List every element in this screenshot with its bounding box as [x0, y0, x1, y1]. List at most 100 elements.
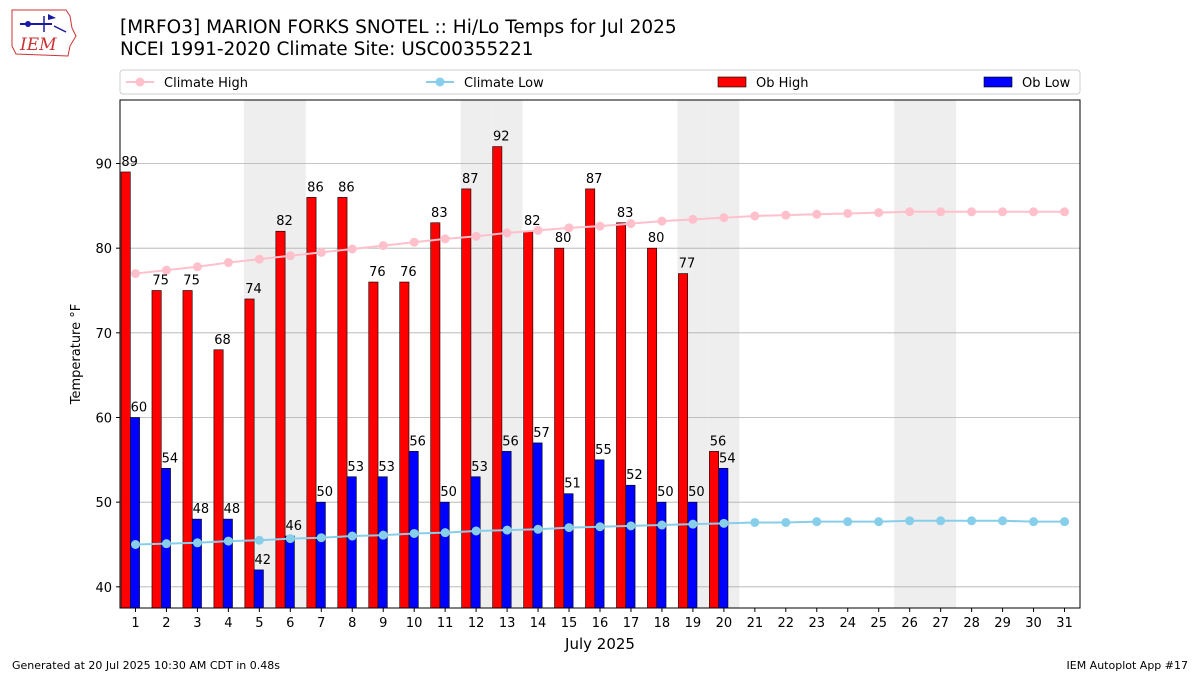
ob-low-label-day-1: 60	[131, 401, 148, 416]
chart-subtitle: NCEI 1991-2020 Climate Site: USC00355221	[120, 39, 534, 60]
climate-high-point-day-2	[161, 265, 171, 275]
ob-low-bar-day-7	[315, 501, 326, 609]
legend-ob-low-swatch	[983, 76, 1013, 88]
ob-high-label-day-11: 83	[431, 206, 448, 221]
legend-climate-high-marker	[135, 77, 145, 87]
x-tick-label-10: 10	[406, 616, 423, 631]
climate-high-point-day-31	[1060, 207, 1070, 217]
ob-low-bar-day-11	[439, 501, 450, 609]
climate-high-point-day-15	[564, 223, 574, 233]
x-tick-label-30: 30	[1025, 616, 1042, 631]
climate-high-point-day-25	[874, 208, 884, 218]
legend-climate-high-label: Climate High	[164, 76, 248, 91]
legend-climate-low-label: Climate Low	[464, 76, 544, 91]
ob-low-label-day-2: 54	[162, 451, 179, 466]
ob-low-bar-day-4	[222, 518, 233, 609]
ob-low-bar-day-20	[718, 467, 729, 609]
ob-high-label-day-5: 74	[245, 282, 262, 297]
climate-high-point-day-28	[967, 207, 977, 217]
x-tick-label-3: 3	[193, 616, 201, 631]
ob-high-label-day-13: 92	[493, 130, 510, 145]
ob-low-bar-day-6	[284, 535, 295, 609]
legend-climate-low-marker	[435, 77, 445, 87]
climate-low-point-day-16	[595, 522, 605, 532]
legend-box	[119, 69, 1081, 95]
x-tick-label-16: 16	[592, 616, 609, 631]
climate-high-point-day-8	[347, 244, 357, 254]
ob-low-label-day-5: 42	[255, 553, 272, 568]
x-tick-label-6: 6	[286, 616, 294, 631]
ob-high-label-day-2: 75	[152, 274, 169, 289]
y-tick-label-60: 60	[95, 412, 112, 427]
climate-low-point-day-29	[998, 516, 1008, 526]
ob-high-bar-day-18	[647, 247, 658, 609]
ob-high-label-day-8: 86	[338, 180, 355, 195]
bar-value-labels: 89 75 75 68 74 82 86 86 76 76 83 87 92 82 80 87 83 80 77 56…	[121, 130, 735, 568]
climate-low-point-day-21	[750, 517, 760, 527]
climate-high-point-day-12	[471, 231, 481, 241]
x-tick-label-8: 8	[348, 616, 356, 631]
x-tick-label-1: 1	[131, 616, 139, 631]
ob-high-bar-day-3	[182, 290, 193, 609]
ob-high-label-day-19: 77	[679, 257, 696, 272]
ob-low-label-day-20: 54	[719, 451, 736, 466]
ob-low-label-day-11: 50	[440, 485, 457, 500]
generated-timestamp: Generated at 20 Jul 2025 10:30 AM CDT in…	[12, 659, 280, 672]
x-tick-label-11: 11	[437, 616, 454, 631]
climate-low-point-day-8	[347, 531, 357, 541]
ob-low-label-day-19: 50	[688, 485, 705, 500]
ob-low-bar-day-16	[594, 459, 605, 609]
x-tick-label-18: 18	[654, 616, 671, 631]
ob-high-bar-day-11	[430, 222, 441, 609]
ob-high-label-day-18: 80	[648, 231, 665, 246]
x-tick-label-12: 12	[468, 616, 485, 631]
ob-high-bar-day-19	[678, 273, 689, 609]
ob-high-bar-day-12	[461, 188, 472, 609]
climate-high-point-day-30	[1029, 207, 1039, 217]
climate-low-point-day-1	[130, 540, 140, 549]
y-tick-label-50: 50	[95, 496, 112, 511]
climate-low-point-day-23	[812, 517, 822, 527]
ob-high-label-day-12: 87	[462, 172, 479, 187]
ob-low-label-day-13: 56	[502, 434, 519, 449]
ob-high-bar-day-8	[337, 197, 348, 609]
climate-high-point-day-4	[223, 258, 233, 268]
x-tick-label-28: 28	[963, 616, 980, 631]
ob-high-bar-day-2	[151, 290, 162, 609]
ob-low-label-day-17: 52	[626, 468, 643, 483]
ob-low-bar-day-18	[656, 501, 667, 609]
ob-high-bar-day-17	[616, 222, 627, 609]
climate-high-point-day-27	[936, 207, 946, 217]
climate-low-point-day-15	[564, 523, 574, 533]
ob-high-label-day-6: 82	[276, 214, 293, 229]
climate-high-point-day-11	[440, 234, 450, 244]
climate-low-point-day-22	[781, 517, 791, 527]
climate-low-point-day-13	[502, 525, 512, 535]
ob-high-label-day-14: 82	[524, 214, 541, 229]
ob-low-label-day-10: 56	[409, 434, 426, 449]
climate-low-point-day-24	[843, 517, 853, 527]
ob-high-bar-day-1	[120, 171, 131, 609]
ob-high-bar-day-13	[492, 146, 503, 609]
x-tick-label-2: 2	[162, 616, 170, 631]
climate-high-point-day-22	[781, 210, 791, 220]
legend-ob-high-swatch	[717, 76, 747, 88]
x-tick-label-7: 7	[317, 616, 325, 631]
climate-low-point-day-28	[967, 516, 977, 526]
climate-high-point-day-10	[409, 237, 419, 247]
climate-low-point-day-20	[719, 518, 729, 528]
climate-low-point-day-9	[378, 530, 388, 540]
ob-low-bar-day-8	[346, 476, 357, 609]
x-tick-label-31: 31	[1056, 616, 1073, 631]
climate-high-point-day-23	[812, 209, 822, 219]
y-tick-label-80: 80	[95, 242, 112, 257]
climate-low-point-day-26	[905, 516, 915, 526]
ob-low-label-day-15: 51	[564, 477, 581, 492]
climate-low-point-day-27	[936, 516, 946, 526]
climate-high-point-day-13	[502, 228, 512, 238]
ob-low-label-day-7: 50	[316, 485, 333, 500]
x-tick-label-25: 25	[870, 616, 887, 631]
climate-high-point-day-1	[130, 269, 140, 279]
ob-low-bar-day-9	[377, 476, 388, 609]
climate-high-point-day-21	[750, 211, 760, 221]
